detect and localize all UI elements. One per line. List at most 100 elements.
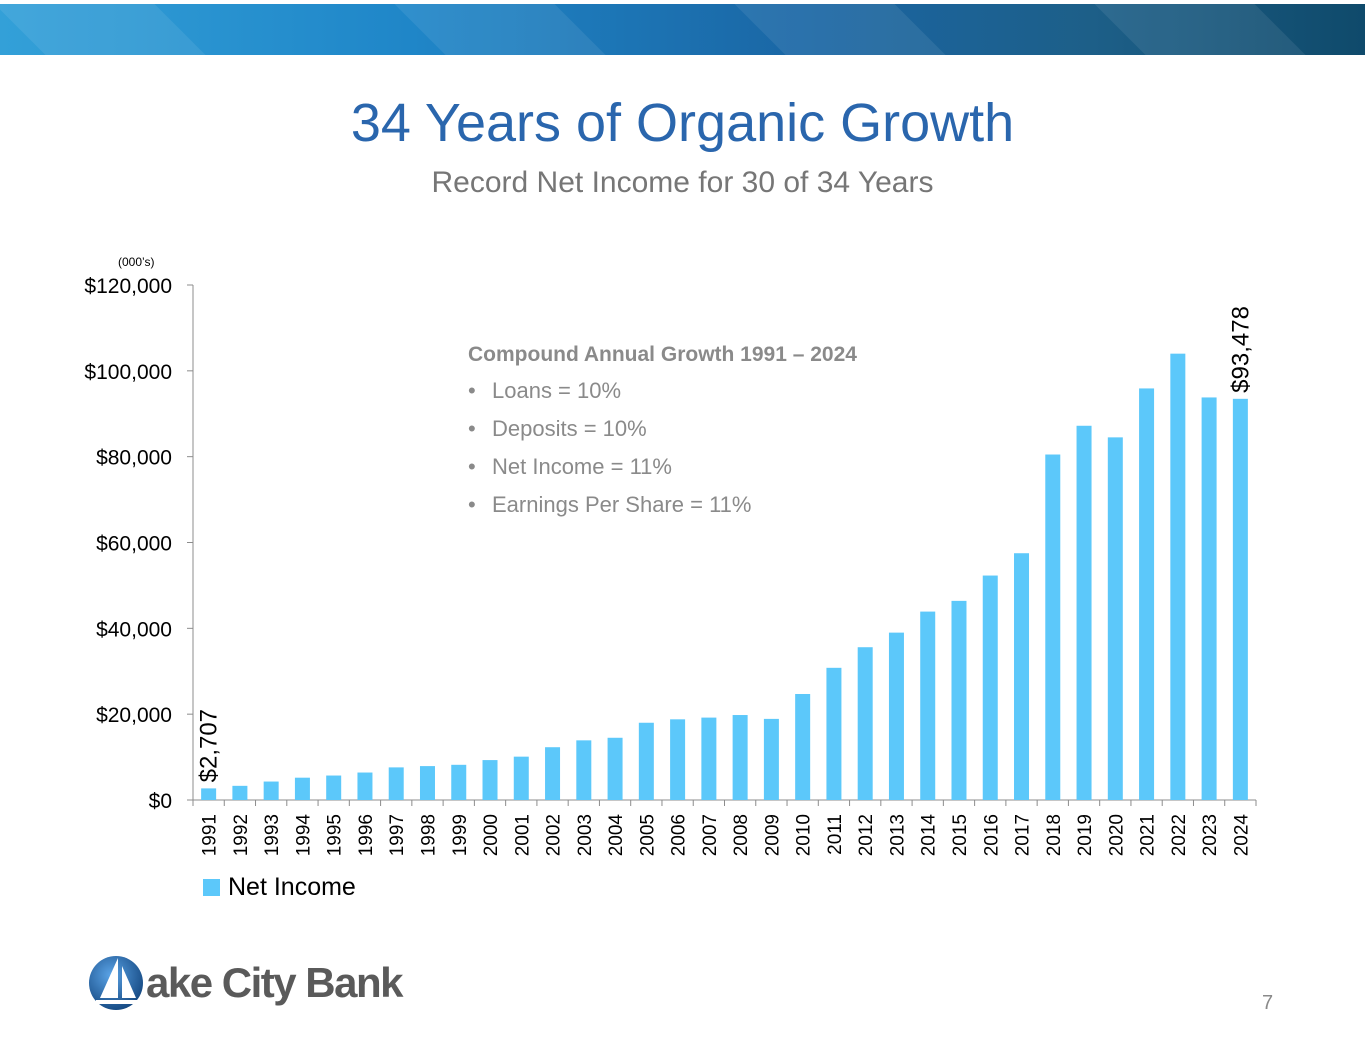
x-tick-label: 2013: [887, 814, 908, 856]
x-tick-label: 2000: [481, 814, 502, 856]
bar-2023: [1201, 397, 1217, 800]
callout-item-text: Deposits = 10%: [492, 416, 647, 441]
x-tick-label: 2004: [606, 814, 627, 857]
bar-1999: [451, 764, 467, 800]
bar-2003: [576, 740, 592, 800]
sailboat-globe-icon: [89, 956, 143, 1010]
callout-item-text: Earnings Per Share = 11%: [492, 492, 752, 517]
data-label: $93,478: [1227, 306, 1254, 393]
x-tick-label: 1997: [387, 814, 408, 856]
y-tick-label: $0: [149, 790, 172, 813]
x-tick-label: 2003: [575, 814, 596, 856]
bar-2002: [545, 747, 561, 800]
bar-2006: [670, 719, 686, 800]
bar-2022: [1170, 353, 1186, 800]
units-note: (000’s): [118, 255, 154, 269]
bar-2019: [1076, 425, 1092, 800]
x-tick-label: 1999: [450, 814, 471, 856]
bullet-icon: •: [468, 492, 476, 517]
x-axis: 1991 1992 1993 1994 1995 1996 1997 1998 1999 2000…: [192, 799, 1257, 857]
x-tick-label: 2010: [794, 814, 815, 856]
bar-2008: [732, 715, 748, 800]
bar-2011: [826, 667, 842, 800]
x-tick-label: 2008: [731, 814, 752, 856]
x-tick-label: 2014: [919, 814, 940, 857]
x-tick-label: 2022: [1169, 814, 1190, 856]
slide-subtitle: Record Net Income for 30 of 34 Years: [431, 166, 934, 199]
callout-item: • Net Income = 11%: [468, 452, 948, 490]
bar-series-net-income: [201, 353, 1248, 800]
x-tick-label: 2020: [1106, 814, 1127, 856]
y-tick-label: $40,000: [96, 618, 172, 641]
brand-wordmark: ake City Bank: [146, 959, 403, 1006]
bar-2007: [701, 717, 717, 800]
x-tick-label: 2009: [762, 814, 783, 856]
y-tick-label: $80,000: [96, 447, 172, 470]
bar-2013: [888, 632, 904, 800]
bar-2014: [920, 611, 936, 800]
bar-1994: [294, 777, 310, 800]
bar-2020: [1107, 437, 1123, 800]
bar-1997: [388, 767, 404, 800]
bar-2010: [795, 693, 811, 800]
bar-1996: [357, 772, 373, 800]
callout-item: • Loans = 10%: [468, 376, 948, 414]
callout-heading: Compound Annual Growth 1991 – 2024: [468, 343, 857, 366]
x-tick-label: 1993: [262, 814, 283, 856]
legend-swatch: [203, 879, 220, 896]
x-tick-label: 1994: [293, 814, 314, 857]
x-tick-label: 2007: [700, 814, 721, 856]
x-tick-label: 2005: [637, 814, 658, 856]
bar-2017: [1014, 553, 1030, 800]
chart-legend: Net Income: [203, 873, 356, 902]
x-tick-label: 1995: [325, 814, 346, 856]
page-number: 7: [1262, 992, 1274, 1014]
bar-1995: [326, 775, 342, 800]
legend-label: Net Income: [228, 873, 356, 901]
x-tick-label: 1996: [356, 814, 377, 856]
chart-annotations: $2,707 $93,478: [196, 306, 1255, 782]
lake-city-bank-logo: ake City Bank: [88, 952, 403, 1014]
cagr-callout: Compound Annual Growth 1991 – 2024 • Loan…: [468, 343, 948, 528]
x-tick-label: 2018: [1044, 814, 1065, 856]
x-tick-label: 2017: [1013, 814, 1034, 856]
x-tick-label: 2021: [1138, 814, 1159, 856]
x-tick-label: 2002: [544, 814, 565, 856]
y-tick-label: $60,000: [96, 533, 172, 556]
bullet-icon: •: [468, 378, 476, 403]
x-tick-label: 2001: [512, 814, 533, 856]
bar-2009: [763, 718, 779, 800]
bar-1992: [232, 785, 248, 800]
bullet-icon: •: [468, 454, 476, 479]
x-tick-label: 2015: [950, 814, 971, 856]
x-tick-label: 2024: [1231, 814, 1252, 857]
callout-item-text: Loans = 10%: [492, 378, 622, 403]
bar-2024: [1232, 398, 1248, 800]
x-tick-label: 2019: [1075, 814, 1096, 856]
bar-2018: [1045, 454, 1061, 800]
bar-1991: [201, 788, 217, 800]
bar-1998: [419, 766, 435, 800]
bar-2001: [513, 756, 529, 800]
y-tick-label: $20,000: [96, 704, 172, 727]
slide-title: 34 Years of Organic Growth: [350, 93, 1015, 153]
bar-2015: [951, 600, 967, 800]
bar-1993: [263, 781, 279, 800]
x-tick-label: 2023: [1200, 814, 1221, 856]
y-axis: $0 $20,000 $40,000 $60,000 $80,000 $100,000 $1…: [84, 275, 194, 813]
bar-2016: [982, 575, 998, 800]
callout-item: • Earnings Per Share = 11%: [468, 490, 948, 528]
top-banner: [0, 4, 1365, 55]
bar-2005: [638, 722, 654, 800]
x-tick-label: 1991: [200, 814, 221, 856]
bar-2004: [607, 737, 623, 800]
bullet-icon: •: [468, 416, 476, 441]
bar-2021: [1139, 388, 1155, 800]
x-tick-label: 1992: [231, 814, 252, 856]
callout-item-text: Net Income = 11%: [492, 454, 672, 479]
callout-item: • Deposits = 10%: [468, 414, 948, 452]
bar-2000: [482, 760, 498, 800]
x-tick-label: 2011: [825, 814, 846, 855]
x-tick-label: 1998: [418, 814, 439, 856]
